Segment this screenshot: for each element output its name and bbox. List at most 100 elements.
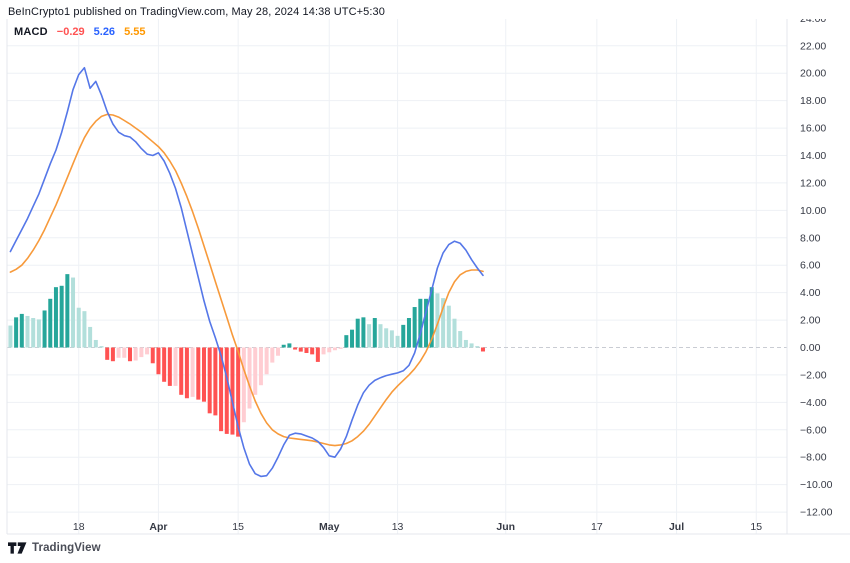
- histogram-bar: [384, 328, 389, 348]
- y-axis-tick-label[interactable]: −2.00: [800, 369, 827, 381]
- y-axis-tick-label[interactable]: 16.00: [800, 123, 826, 135]
- histogram-value: −0.29: [56, 26, 85, 38]
- histogram-bar: [458, 331, 463, 348]
- y-axis-tick-label[interactable]: −12.00: [800, 507, 833, 519]
- y-axis-tick-label[interactable]: 10.00: [800, 205, 826, 217]
- histogram-bar: [167, 347, 172, 386]
- histogram-bar: [31, 318, 36, 348]
- histogram-bar: [350, 329, 355, 348]
- histogram-bar: [338, 347, 343, 349]
- histogram-bar: [224, 347, 229, 434]
- histogram-bar: [304, 347, 309, 353]
- histogram-bar: [219, 347, 224, 432]
- histogram-bar: [361, 317, 366, 348]
- x-axis-tick-label[interactable]: Apr: [149, 521, 167, 533]
- histogram-bar: [293, 347, 298, 350]
- histogram-bar: [424, 298, 429, 348]
- histogram-bar: [116, 347, 121, 358]
- y-axis-tick-label[interactable]: −4.00: [800, 397, 827, 409]
- signal-value: 5.55: [124, 26, 146, 38]
- histogram-bar: [446, 305, 451, 348]
- y-axis-tick-label[interactable]: 2.00: [800, 315, 821, 327]
- histogram-bar: [133, 347, 138, 361]
- indicator-name: MACD: [14, 26, 48, 38]
- histogram-bar: [93, 339, 98, 348]
- x-axis-tick-label[interactable]: 15: [750, 521, 762, 533]
- histogram-bar: [127, 347, 132, 362]
- tradingview-brand-text: TradingView: [32, 542, 101, 554]
- histogram-bar: [418, 298, 423, 348]
- histogram-bar: [412, 307, 417, 348]
- histogram-bar: [372, 318, 377, 348]
- x-axis-tick-label[interactable]: Jul: [669, 521, 684, 533]
- histogram-bar: [463, 339, 468, 348]
- histogram-bar: [315, 347, 320, 362]
- histogram-bar: [475, 346, 480, 348]
- histogram-bar: [201, 347, 206, 402]
- tradingview-logo-icon: [8, 542, 27, 554]
- histogram-bar: [190, 347, 195, 397]
- y-axis-tick-label[interactable]: 8.00: [800, 232, 821, 244]
- x-axis-tick-label[interactable]: Jun: [496, 521, 515, 533]
- histogram-bar: [207, 347, 212, 414]
- x-axis-tick-label[interactable]: 13: [392, 521, 404, 533]
- histogram-bar: [179, 347, 184, 395]
- x-axis-tick-label[interactable]: 18: [73, 521, 85, 533]
- histogram-bar: [321, 347, 326, 355]
- y-axis-tick-label[interactable]: 18.00: [800, 95, 826, 107]
- y-axis-tick-label[interactable]: 22.00: [800, 40, 826, 52]
- x-axis-tick-label[interactable]: 17: [591, 521, 603, 533]
- histogram-bar: [105, 347, 110, 360]
- y-axis-tick-label[interactable]: 12.00: [800, 177, 826, 189]
- histogram-bar: [122, 347, 127, 358]
- histogram-bar: [236, 347, 241, 437]
- histogram-bar: [480, 347, 485, 352]
- y-axis-tick-label[interactable]: 14.00: [800, 150, 826, 162]
- y-axis-tick-label[interactable]: −8.00: [800, 452, 827, 464]
- x-axis-tick-label[interactable]: 15: [232, 521, 244, 533]
- histogram-bar: [36, 319, 41, 348]
- histogram-bar: [406, 318, 411, 348]
- histogram-bar: [99, 346, 104, 348]
- histogram-bar: [145, 347, 150, 355]
- histogram-bar: [469, 343, 474, 348]
- histogram-bar: [287, 343, 292, 348]
- histogram-bar: [184, 347, 189, 399]
- histogram-bar: [247, 347, 252, 409]
- y-axis-tick-label[interactable]: −10.00: [800, 479, 833, 491]
- signal-line: [9, 113, 484, 447]
- histogram-bar: [435, 293, 440, 348]
- histogram-bar: [139, 347, 144, 358]
- histogram-bar: [88, 326, 93, 348]
- histogram-bar: [230, 347, 235, 435]
- histogram-bar: [173, 347, 178, 386]
- tradingview-attribution[interactable]: TradingView: [8, 542, 101, 554]
- y-axis-tick-label[interactable]: −6.00: [800, 424, 827, 436]
- histogram-bar: [258, 347, 263, 386]
- histogram-bar: [53, 287, 58, 348]
- histogram-bar: [110, 347, 115, 362]
- indicator-legend[interactable]: MACD −0.29 5.26 5.55: [14, 26, 145, 38]
- publish-info: BeInCrypto1 published on TradingView.com…: [8, 6, 385, 18]
- header-bar: BeInCrypto1 published on TradingView.com…: [0, 0, 850, 19]
- histogram-bar: [48, 298, 53, 348]
- histogram-bar: [42, 310, 47, 348]
- macd-value: 5.26: [93, 26, 116, 38]
- y-axis-tick-label[interactable]: 4.00: [800, 287, 821, 299]
- y-axis-tick-label[interactable]: 0.00: [800, 342, 821, 354]
- y-axis-tick-label[interactable]: 6.00: [800, 260, 821, 272]
- histogram-bar: [162, 347, 167, 382]
- histogram-bar: [389, 330, 394, 348]
- x-axis-tick-label[interactable]: May: [319, 521, 340, 533]
- histogram-bar: [8, 325, 13, 348]
- histogram-bar: [213, 347, 218, 416]
- histogram-bar: [19, 313, 24, 348]
- histogram-bar: [276, 347, 281, 356]
- histogram-bar: [150, 347, 155, 364]
- histogram-bar: [452, 318, 457, 348]
- histogram-bar: [355, 318, 360, 348]
- y-axis-tick-label[interactable]: 20.00: [800, 68, 826, 80]
- histogram-bar: [14, 317, 19, 348]
